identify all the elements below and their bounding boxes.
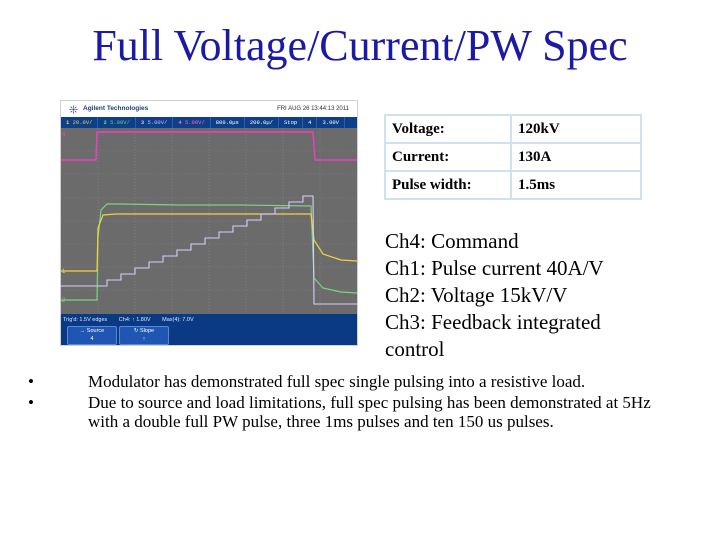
slope-value: ↑ bbox=[142, 336, 146, 342]
scope-waveforms: 4 1 2 bbox=[61, 128, 357, 314]
source-softkey[interactable]: → Source 4 bbox=[67, 326, 117, 345]
list-item: • Due to source and load limitations, fu… bbox=[28, 393, 678, 431]
bullet-text: Modulator has demonstrated full spec sin… bbox=[88, 372, 586, 391]
channel-line: Ch2: Voltage 15kV/V bbox=[385, 283, 568, 307]
source-label: Source bbox=[86, 328, 105, 334]
bullet-text: Due to source and load limitations, full… bbox=[88, 393, 651, 431]
channel-legend: Ch4: Command Ch1: Pulse current 40A/V Ch… bbox=[385, 228, 715, 363]
bullet-icon: • bbox=[28, 393, 34, 412]
scope-header: Agilent Technologies FRI AUG 26 13:44:13… bbox=[61, 101, 357, 117]
svg-text:2: 2 bbox=[62, 298, 66, 304]
spec-value-current: 130A bbox=[510, 142, 642, 172]
source-value: 4 bbox=[90, 336, 94, 342]
scope-footer: Trig'd: 1.5V edges Ch4: ↑ 1.80V Max(4): … bbox=[61, 314, 357, 345]
bullet-list: • Modulator has demonstrated full spec s… bbox=[28, 372, 678, 433]
svg-text:4: 4 bbox=[62, 132, 66, 138]
source-arrow-icon: → bbox=[79, 328, 86, 334]
channel-line: control bbox=[385, 337, 445, 361]
table-row: Voltage: 120kV bbox=[384, 114, 642, 144]
toolbar-ch1: 1 20.0V/ bbox=[61, 117, 99, 128]
toolbar-trigger-level: 3.00V bbox=[317, 117, 345, 128]
scope-timestamp: FRI AUG 26 13:44:13 2011 bbox=[277, 106, 349, 112]
oscilloscope-screenshot: Agilent Technologies FRI AUG 26 13:44:13… bbox=[60, 100, 358, 346]
spec-value-voltage: 120kV bbox=[510, 114, 642, 144]
channel-line: Ch4: Command bbox=[385, 229, 519, 253]
toolbar-ch3: 3 5.00V/ bbox=[136, 117, 174, 128]
slope-label: Slope bbox=[140, 328, 155, 334]
bullet-icon: • bbox=[28, 372, 34, 391]
slope-softkey[interactable]: ↻ Slope ↑ bbox=[119, 326, 169, 345]
spec-label-pulse-width: Pulse width: bbox=[384, 170, 512, 200]
toolbar-timediv: 200.0µ/ bbox=[245, 117, 279, 128]
trigger-mode: Trig'd: 1.5V edges bbox=[63, 317, 108, 323]
ch4-trace bbox=[61, 131, 357, 161]
spec-table: Voltage: 120kV Current: 130A Pulse width… bbox=[384, 114, 642, 200]
toolbar-ch2: 2 5.00V/ bbox=[98, 117, 136, 128]
table-row: Pulse width: 1.5ms bbox=[384, 170, 642, 200]
ch1-trace bbox=[61, 213, 357, 272]
spec-label-current: Current: bbox=[384, 142, 512, 172]
toolbar-ch4: 4 5.00V/ bbox=[173, 117, 211, 128]
measurement-max: Max(4): 7.0V bbox=[162, 317, 194, 323]
channel-line: Ch3: Feedback integrated bbox=[385, 310, 601, 334]
list-item: • Modulator has demonstrated full spec s… bbox=[28, 372, 678, 391]
trigger-edge: Ch4: ↑ 1.80V bbox=[118, 317, 151, 323]
spec-value-pulse-width: 1.5ms bbox=[510, 170, 642, 200]
scope-trigger-bar: Trig'd: 1.5V edges Ch4: ↑ 1.80V Max(4): … bbox=[63, 316, 355, 325]
table-row: Current: 130A bbox=[384, 142, 642, 172]
slope-cycle-icon: ↻ bbox=[133, 328, 139, 334]
spec-label-voltage: Voltage: bbox=[384, 114, 512, 144]
agilent-logo-icon bbox=[69, 105, 78, 114]
toolbar-trigger-channel: 4 bbox=[303, 117, 318, 128]
scope-display: 4 1 2 bbox=[61, 128, 357, 314]
slide-title: Full Voltage/Current/PW Spec bbox=[92, 21, 628, 70]
ch3-trace bbox=[61, 195, 357, 305]
scope-channel-toolbar: 1 20.0V/2 5.00V/3 5.00V/4 5.00V/800.0µs 2… bbox=[61, 117, 357, 128]
svg-text:1: 1 bbox=[62, 269, 66, 275]
channel-line: Ch1: Pulse current 40A/V bbox=[385, 256, 604, 280]
toolbar-timebase: 800.0µs bbox=[211, 117, 245, 128]
toolbar-run-state: Stop bbox=[279, 117, 304, 128]
scope-brand: Agilent Technologies bbox=[83, 105, 149, 112]
